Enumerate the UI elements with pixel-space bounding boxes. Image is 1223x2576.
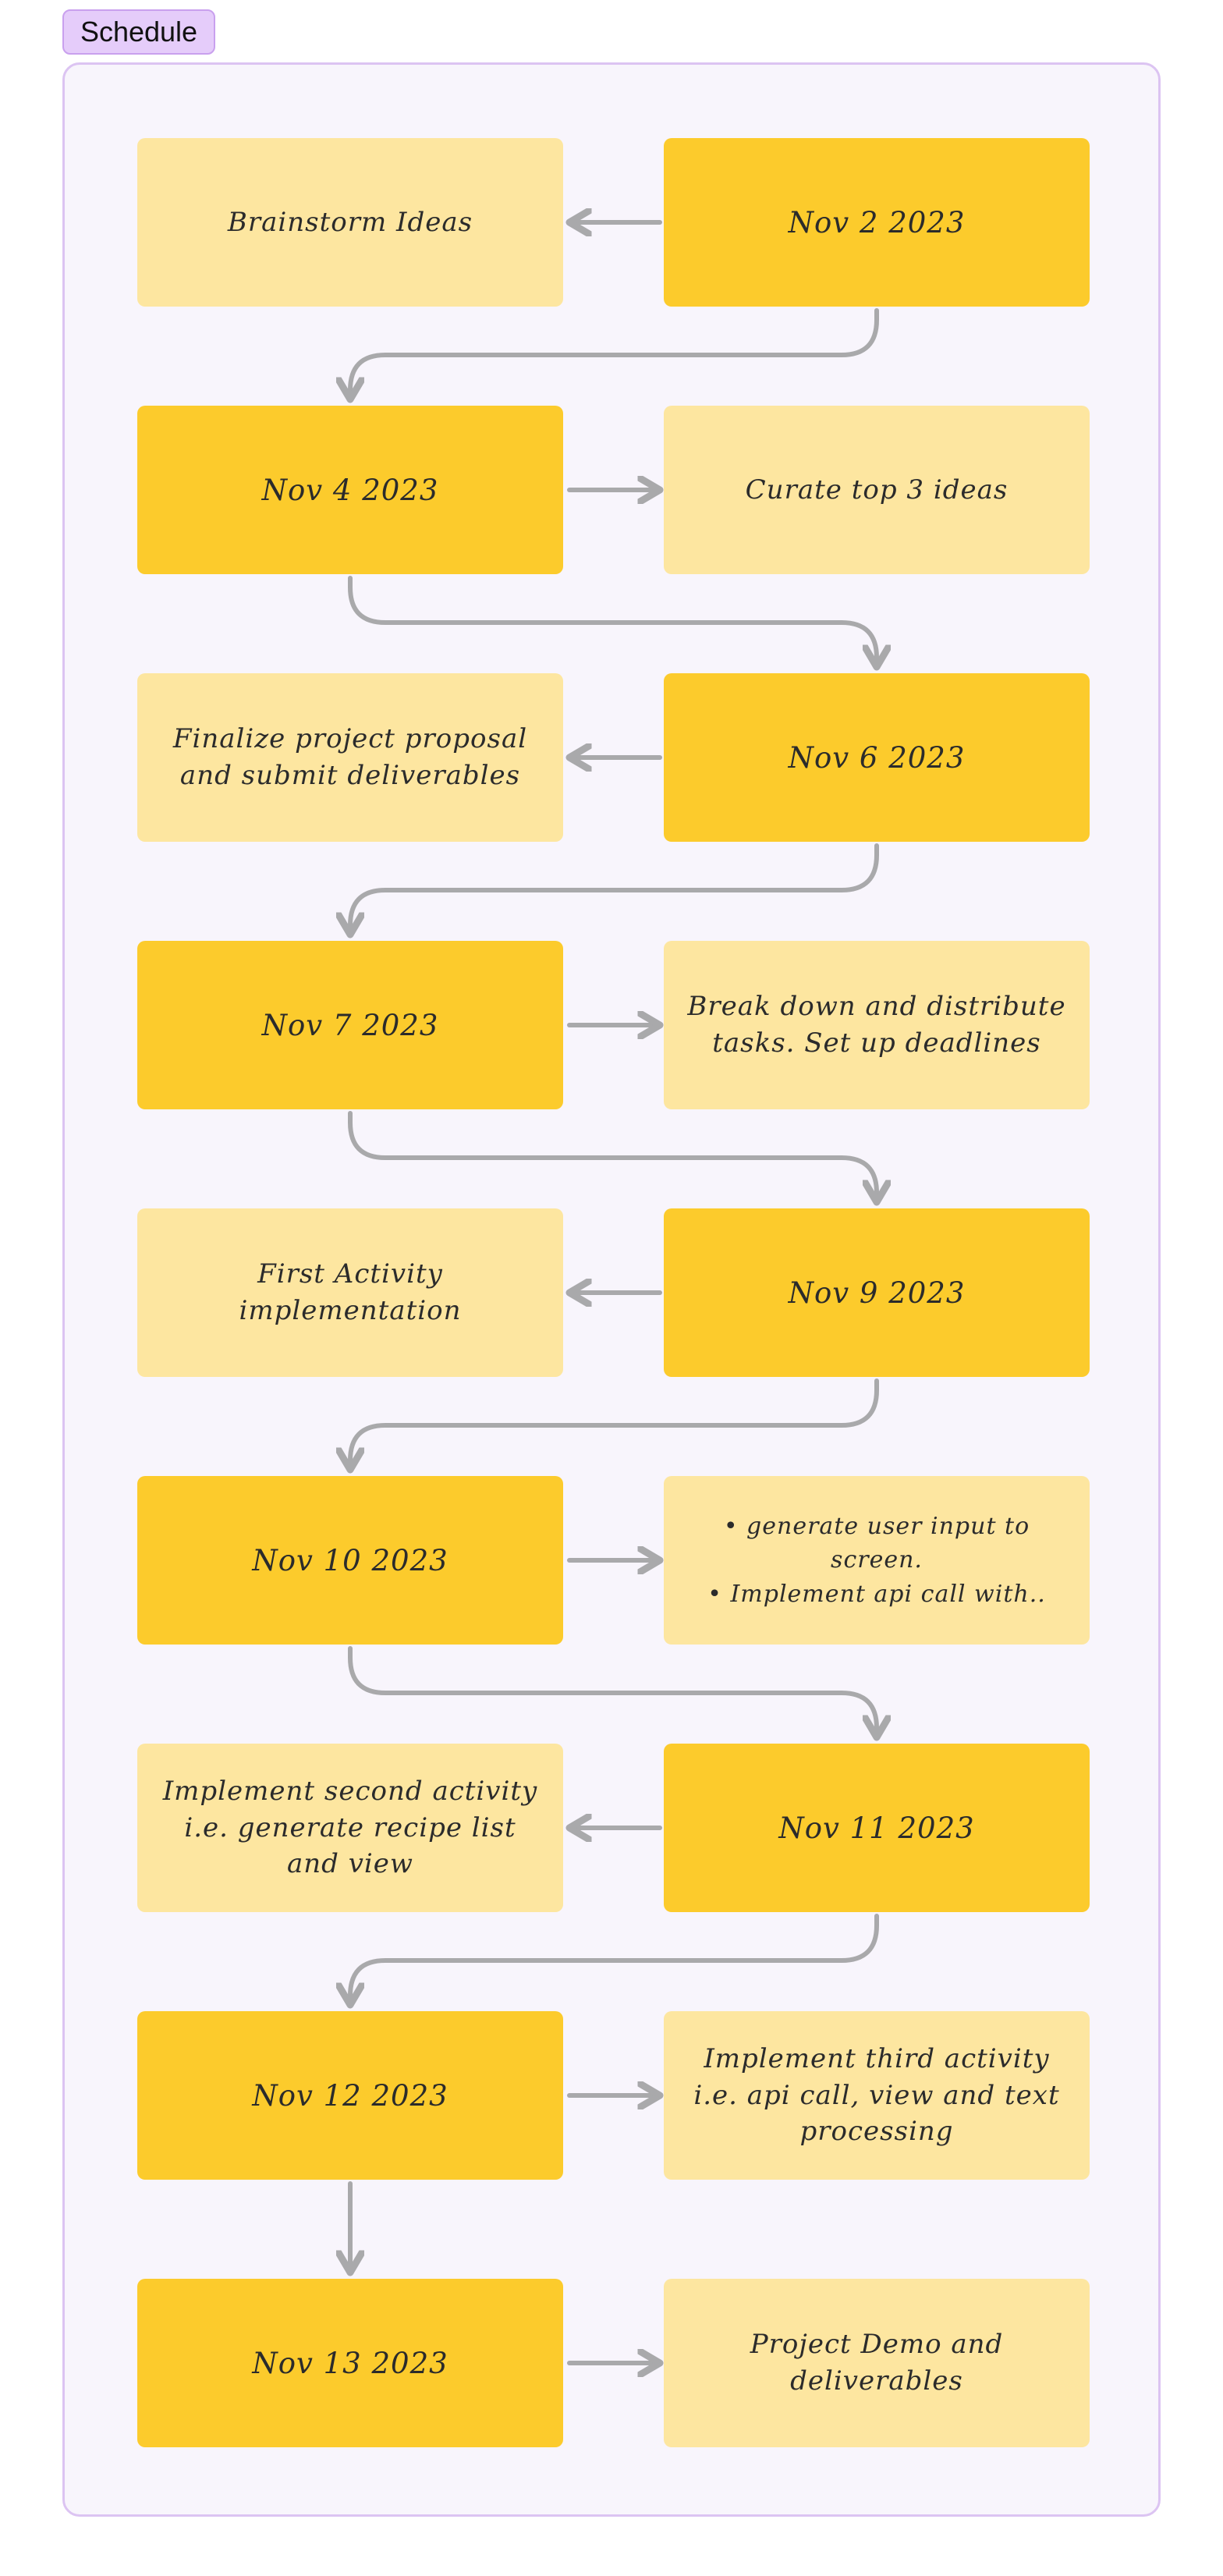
date-label: Nov 7 2023 bbox=[261, 1008, 439, 1042]
date-node[interactable]: Nov 11 2023 bbox=[664, 1744, 1090, 1912]
task-bullet: • generate user input to screen. bbox=[723, 1512, 1030, 1574]
task-label: Break down and distribute tasks. Set up … bbox=[687, 991, 1066, 1059]
date-node[interactable]: Nov 7 2023 bbox=[137, 941, 563, 1109]
frame-title-tag[interactable]: Schedule bbox=[62, 9, 215, 55]
task-node[interactable]: Implement third activity i.e. api call, … bbox=[664, 2011, 1090, 2180]
task-label: Project Demo and deliverables bbox=[750, 2329, 1004, 2397]
date-label: Nov 12 2023 bbox=[252, 2078, 448, 2113]
task-node[interactable]: Project Demo and deliverables bbox=[664, 2279, 1090, 2447]
task-label: First Activity implementation bbox=[239, 1258, 462, 1326]
date-label: Nov 10 2023 bbox=[252, 1543, 448, 1577]
task-node[interactable]: • generate user input to screen. • Imple… bbox=[664, 1476, 1090, 1645]
date-label: Nov 13 2023 bbox=[252, 2346, 448, 2380]
task-label: Brainstorm Ideas bbox=[227, 206, 473, 238]
date-node[interactable]: Nov 4 2023 bbox=[137, 406, 563, 574]
date-node[interactable]: Nov 6 2023 bbox=[664, 673, 1090, 842]
date-label: Nov 6 2023 bbox=[788, 740, 966, 775]
task-node[interactable]: First Activity implementation bbox=[137, 1208, 563, 1377]
date-label: Nov 2 2023 bbox=[788, 205, 966, 240]
task-node[interactable]: Break down and distribute tasks. Set up … bbox=[664, 941, 1090, 1109]
date-node[interactable]: Nov 9 2023 bbox=[664, 1208, 1090, 1377]
task-node[interactable]: Finalize project proposal and submit del… bbox=[137, 673, 563, 842]
date-label: Nov 11 2023 bbox=[778, 1811, 975, 1845]
date-label: Nov 9 2023 bbox=[788, 1276, 966, 1310]
task-bullet: • Implement api call with.. bbox=[707, 1580, 1046, 1608]
date-node[interactable]: Nov 13 2023 bbox=[137, 2279, 563, 2447]
task-node[interactable]: Curate top 3 ideas bbox=[664, 406, 1090, 574]
date-node[interactable]: Nov 12 2023 bbox=[137, 2011, 563, 2180]
task-label: Finalize project proposal and submit del… bbox=[172, 723, 528, 791]
date-node[interactable]: Nov 10 2023 bbox=[137, 1476, 563, 1645]
task-label: Implement second activity i.e. generate … bbox=[162, 1775, 538, 1880]
date-node[interactable]: Nov 2 2023 bbox=[664, 138, 1090, 307]
task-label: Curate top 3 ideas bbox=[745, 474, 1009, 506]
task-bullet-list: • generate user input to screen. • Imple… bbox=[684, 1510, 1069, 1612]
task-label: Implement third activity i.e. api call, … bbox=[693, 2042, 1060, 2148]
task-node[interactable]: Implement second activity i.e. generate … bbox=[137, 1744, 563, 1912]
date-label: Nov 4 2023 bbox=[261, 473, 439, 507]
task-node[interactable]: Brainstorm Ideas bbox=[137, 138, 563, 307]
